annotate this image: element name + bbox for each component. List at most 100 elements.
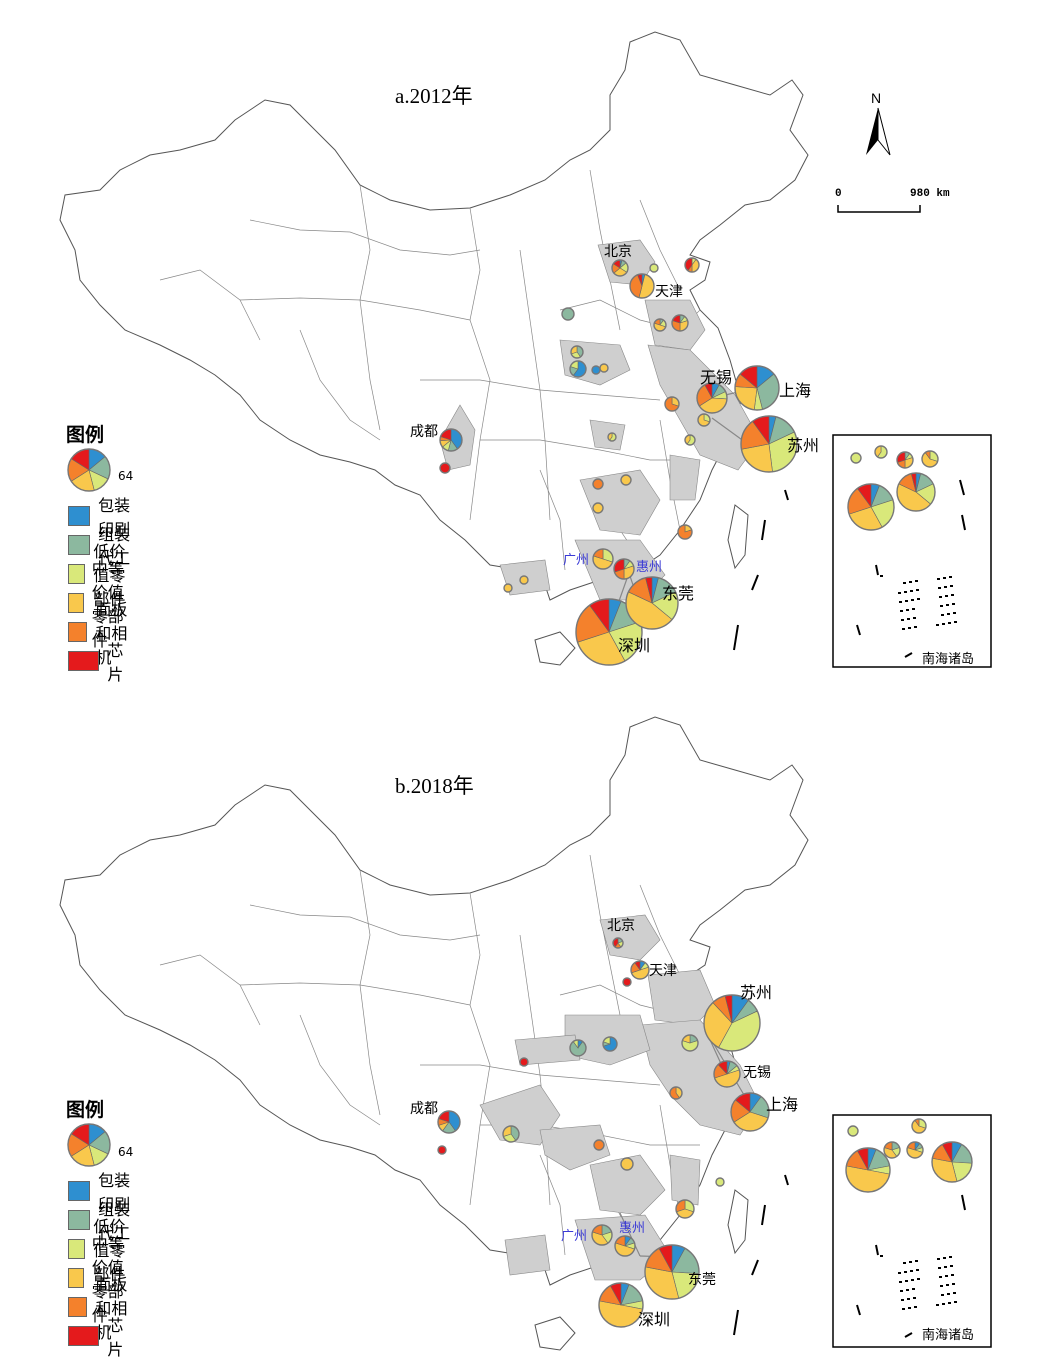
city-label-shanghai: 上海 bbox=[766, 1095, 799, 1114]
inset-island bbox=[906, 1289, 909, 1291]
map-title: b.2018年 bbox=[395, 774, 474, 798]
city-pie bbox=[593, 1139, 605, 1151]
legend-item-chip: 芯片 bbox=[68, 641, 132, 684]
city-pie bbox=[575, 598, 643, 666]
inset-island bbox=[937, 578, 940, 580]
province-boundary bbox=[539, 1154, 566, 1256]
hainan-island bbox=[534, 631, 576, 666]
pie-outline bbox=[67, 1123, 111, 1167]
inset-city-pie bbox=[883, 1141, 901, 1159]
inset-island bbox=[950, 1265, 953, 1267]
city-pie bbox=[677, 524, 693, 540]
city-label-wuxi: 无锡 bbox=[743, 1065, 771, 1081]
province-boundary bbox=[249, 904, 481, 941]
inset-island bbox=[953, 1292, 956, 1294]
inset-island bbox=[880, 1255, 883, 1257]
inset-island bbox=[943, 577, 946, 579]
inset-island bbox=[880, 575, 883, 577]
pie-outline bbox=[437, 1145, 447, 1155]
taiwan-island bbox=[727, 1189, 749, 1255]
pie-outline bbox=[561, 307, 575, 321]
city-pie bbox=[622, 977, 632, 987]
city-pie bbox=[684, 434, 696, 446]
legend-item-panel-camera: 面板和相机 bbox=[68, 600, 132, 667]
legend-item-assembly: 组装代工 bbox=[68, 525, 132, 568]
pie-outline bbox=[906, 1141, 924, 1159]
inset-dash bbox=[875, 1244, 879, 1256]
city-pie bbox=[734, 365, 780, 411]
city-label-dongguan: 东莞 bbox=[688, 1272, 716, 1288]
city-label-shanghai: 上海 bbox=[779, 381, 812, 400]
city-pie bbox=[503, 583, 513, 593]
city-pie bbox=[696, 382, 728, 414]
pie-outline bbox=[911, 1118, 927, 1134]
china-map-2012 bbox=[59, 31, 992, 668]
city-region bbox=[504, 1234, 551, 1276]
city-label-beijing: 北京 bbox=[607, 918, 635, 934]
city-label-wuxi: 无锡 bbox=[700, 368, 733, 387]
inset-island bbox=[914, 626, 917, 628]
pie-outline bbox=[703, 994, 761, 1052]
city-pie bbox=[592, 502, 604, 514]
city-pie bbox=[570, 345, 584, 359]
pie-outline bbox=[598, 1282, 644, 1328]
city-pie bbox=[644, 1244, 700, 1300]
inset-island bbox=[916, 1269, 919, 1271]
city-pie bbox=[437, 1110, 461, 1134]
pie-slice bbox=[593, 479, 603, 489]
pie-outline bbox=[649, 263, 659, 273]
pie-outline bbox=[883, 1141, 901, 1159]
pie-outline bbox=[569, 360, 587, 378]
pie-outline bbox=[622, 977, 632, 987]
inset-island bbox=[951, 594, 954, 596]
scale-start: 0 bbox=[835, 188, 842, 200]
inset-island bbox=[948, 622, 951, 624]
map-panel-2018: b.2018年 北京 天津 无锡 上海 苏州 成都 广州 惠州 东莞 深圳 南海… bbox=[0, 685, 1044, 1370]
inset-label: 南海诸岛 bbox=[922, 1328, 975, 1343]
city-pie bbox=[612, 937, 624, 949]
inset-island bbox=[898, 1272, 901, 1274]
pie-outline bbox=[439, 462, 451, 474]
city-label-guangzhou: 广州 bbox=[563, 553, 590, 568]
inset-island bbox=[954, 1301, 957, 1303]
inset-island bbox=[906, 609, 909, 611]
inset-dash bbox=[959, 479, 965, 496]
sea-boundary-dash bbox=[784, 489, 789, 501]
leader-line bbox=[619, 1212, 641, 1257]
city-pie bbox=[620, 1157, 634, 1171]
pie-outline bbox=[612, 937, 624, 949]
city-pie bbox=[697, 413, 711, 427]
province-boundary bbox=[159, 954, 261, 1026]
city-label-guangzhou: 广州 bbox=[561, 1229, 588, 1244]
inset-island bbox=[907, 618, 910, 620]
inset-island bbox=[950, 585, 953, 587]
city-pie bbox=[519, 1057, 529, 1067]
inset-island bbox=[951, 1274, 954, 1276]
city-pie bbox=[591, 365, 601, 375]
legend-pie bbox=[67, 448, 111, 492]
inset-label: 南海诸岛 bbox=[922, 652, 975, 667]
inset-island bbox=[945, 1275, 948, 1277]
city-pie bbox=[681, 1034, 699, 1052]
city-label-tianjin: 天津 bbox=[649, 963, 677, 979]
inset-island bbox=[946, 1284, 949, 1286]
inset-island bbox=[902, 628, 905, 630]
pie-outline bbox=[592, 502, 604, 514]
pie-outline bbox=[653, 318, 667, 332]
taiwan-island bbox=[727, 504, 749, 570]
pie-slice bbox=[623, 978, 631, 986]
pie-outline bbox=[625, 576, 679, 630]
inset-island bbox=[952, 603, 955, 605]
inset-city-pie bbox=[850, 452, 862, 464]
legend-pie bbox=[67, 1123, 111, 1167]
inset-city-pie bbox=[931, 1141, 973, 1183]
sea-boundary-dash bbox=[761, 1204, 766, 1226]
pie-outline bbox=[896, 451, 914, 469]
inset-island bbox=[904, 591, 907, 593]
inset-island bbox=[912, 1288, 915, 1290]
north-arrow bbox=[866, 108, 878, 155]
north-arrow-label: N bbox=[871, 90, 882, 106]
legend-item-low-value: 低价值零部件 bbox=[68, 542, 132, 609]
city-pie bbox=[649, 263, 659, 273]
inset-island bbox=[905, 600, 908, 602]
